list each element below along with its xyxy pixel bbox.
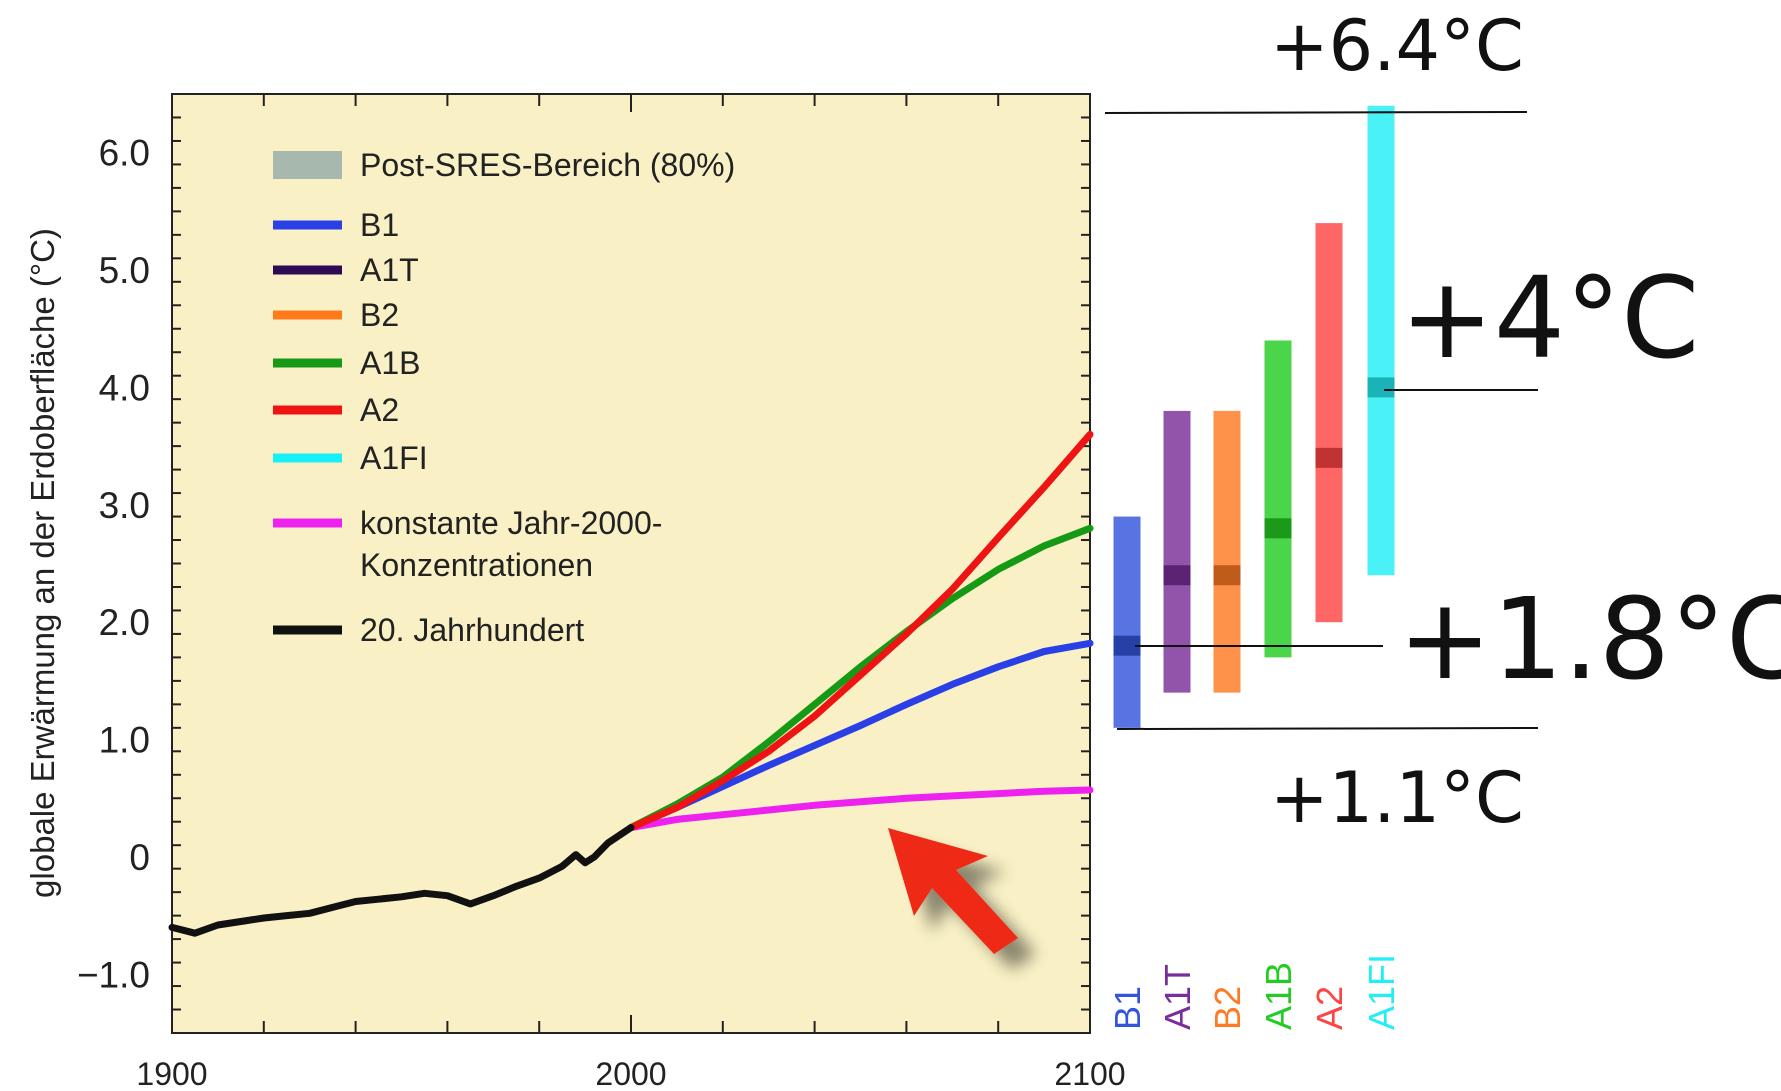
y-tick-label: 3.0 <box>99 485 150 526</box>
range-bar <box>1315 223 1343 623</box>
range-label: A1B <box>1258 962 1299 1030</box>
range-label: B1 <box>1107 986 1148 1030</box>
range-label: A1FI <box>1361 954 1402 1030</box>
ref-line-6-4 <box>1104 111 1528 114</box>
range-label: A2 <box>1309 986 1350 1030</box>
annotation-6-4: +6.4°C <box>1270 5 1524 87</box>
range-label: A1T <box>1157 964 1198 1030</box>
legend-label: B1 <box>360 207 399 243</box>
range-best-marker <box>1264 518 1292 539</box>
range-best-marker <box>1213 565 1241 586</box>
range-best-marker <box>1163 565 1191 586</box>
y-tick-label: −1.0 <box>77 954 150 995</box>
range-bar <box>1264 340 1292 658</box>
legend-swatch-band <box>273 151 342 179</box>
range-bar <box>1163 410 1191 693</box>
range-bar <box>1213 410 1241 693</box>
legend-label: konstante Jahr-2000- <box>360 505 662 541</box>
annotation-1-8: +1.8°C <box>1398 575 1781 705</box>
range-bar <box>1113 516 1141 728</box>
pointer-arrow <box>888 828 1018 954</box>
axis-ticks <box>171 93 1091 1034</box>
range-best-marker <box>1315 447 1343 468</box>
y-tick-label: 4.0 <box>99 367 150 408</box>
range-bars <box>1113 105 1395 728</box>
series-line <box>627 430 1094 832</box>
annotation-1-1: +1.1°C <box>1270 757 1524 839</box>
legend-label: Konzentrationen <box>360 547 593 583</box>
legend-label: Post-SRES-Bereich (80%) <box>360 147 735 183</box>
range-bar <box>1367 105 1395 576</box>
range-label: B2 <box>1207 986 1248 1030</box>
legend-label: B2 <box>360 297 399 333</box>
legend-label: A1T <box>360 252 419 288</box>
range-best-marker <box>1113 635 1141 656</box>
y-tick-label: 5.0 <box>99 250 150 291</box>
series-line <box>627 786 1094 832</box>
range-labels: B1 A1T B2 A1B A2 A1FI <box>1107 954 1402 1030</box>
legend: Post-SRES-Bereich (80%) B1 A1T B2 A1B A2 A1FI k… <box>273 147 735 648</box>
series-lines <box>168 430 1094 937</box>
y-tick-label: 1.0 <box>99 720 150 761</box>
x-tick-label: 2000 <box>595 1056 666 1086</box>
y-axis-label: globale Erwärmung an der Erdoberfläche (… <box>24 228 61 898</box>
range-best-marker <box>1367 377 1395 398</box>
y-tick-label: 2.0 <box>99 602 150 643</box>
ref-line-1-1 <box>1116 727 1539 730</box>
series-line <box>168 824 635 937</box>
x-tick-label: 2100 <box>1054 1056 1125 1086</box>
legend-label: 20. Jahrhundert <box>360 612 584 648</box>
x-tick-label: 1900 <box>136 1056 207 1086</box>
y-tick-label: 0 <box>129 837 150 878</box>
annotation-4: +4°C <box>1400 254 1699 384</box>
legend-label: A1FI <box>360 440 428 476</box>
y-tick-label: 6.0 <box>99 133 150 174</box>
legend-label: A2 <box>360 392 399 428</box>
legend-label: A1B <box>360 345 420 381</box>
